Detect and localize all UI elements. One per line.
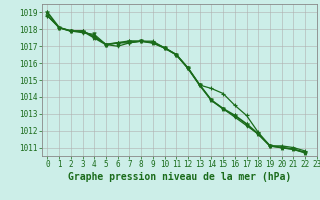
X-axis label: Graphe pression niveau de la mer (hPa): Graphe pression niveau de la mer (hPa) bbox=[68, 172, 291, 182]
